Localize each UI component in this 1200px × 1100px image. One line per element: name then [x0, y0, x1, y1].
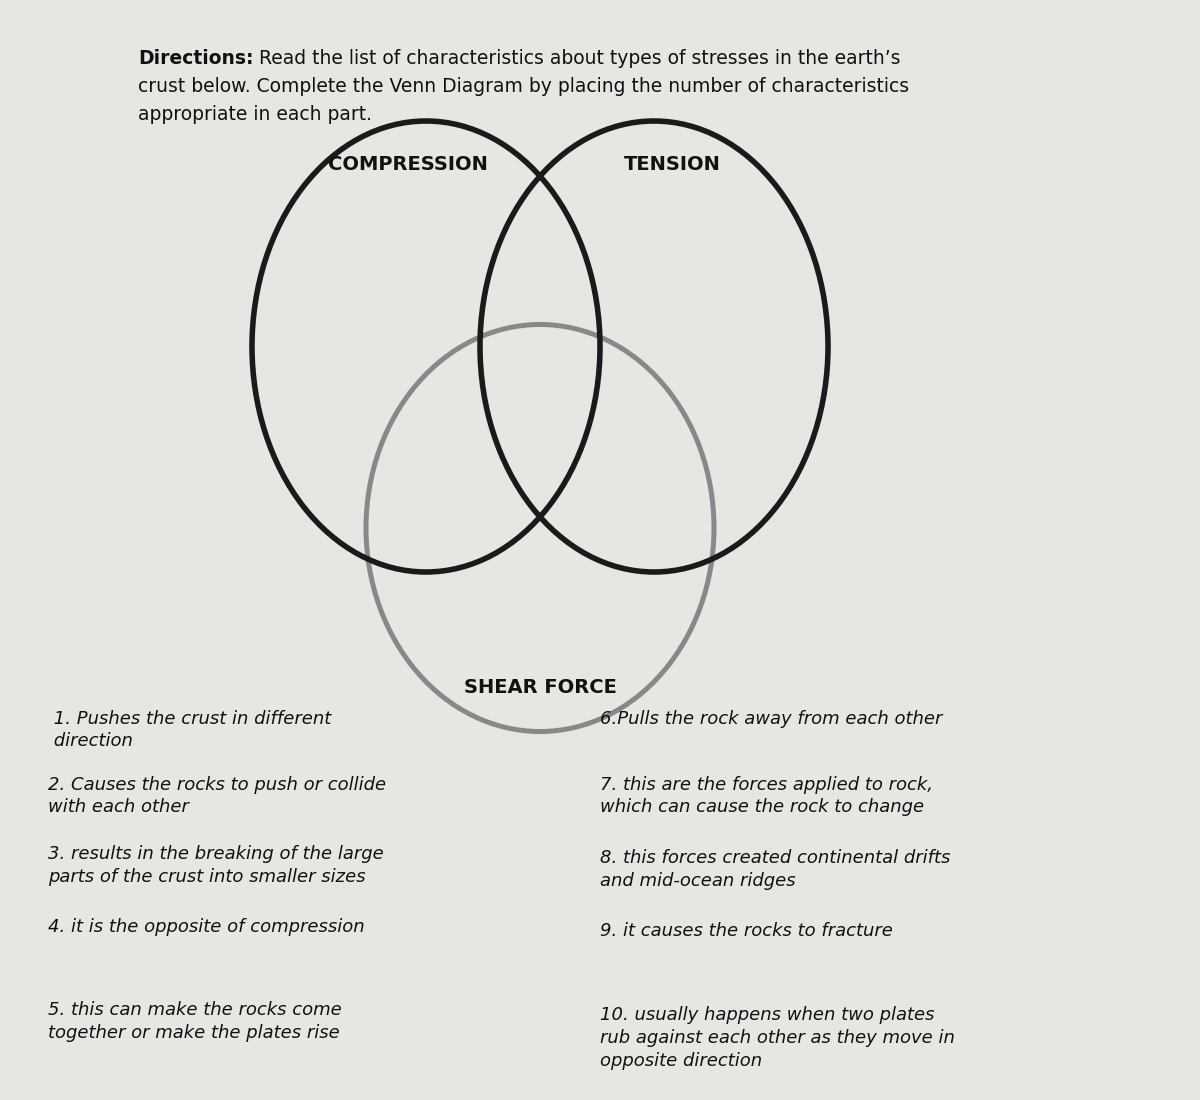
- Text: 1. Pushes the crust in different
 direction: 1. Pushes the crust in different directi…: [48, 710, 331, 750]
- Text: 9. it causes the rocks to fracture: 9. it causes the rocks to fracture: [600, 922, 893, 939]
- Text: appropriate in each part.: appropriate in each part.: [138, 104, 372, 123]
- Text: crust below. Complete the Venn Diagram by placing the number of characteristics: crust below. Complete the Venn Diagram b…: [138, 77, 910, 96]
- Text: 5. this can make the rocks come
together or make the plates rise: 5. this can make the rocks come together…: [48, 1001, 342, 1042]
- Text: 7. this are the forces applied to rock,
which can cause the rock to change: 7. this are the forces applied to rock, …: [600, 776, 934, 816]
- Text: 8. this forces created continental drifts
and mid-ocean ridges: 8. this forces created continental drift…: [600, 849, 950, 890]
- Text: Read the list of characteristics about types of stresses in the earth’s: Read the list of characteristics about t…: [253, 50, 901, 68]
- Text: 10. usually happens when two plates
rub against each other as they move in
oppos: 10. usually happens when two plates rub …: [600, 1006, 955, 1070]
- Text: TENSION: TENSION: [624, 155, 720, 175]
- Text: SHEAR FORCE: SHEAR FORCE: [463, 678, 617, 697]
- Text: 3. results in the breaking of the large
parts of the crust into smaller sizes: 3. results in the breaking of the large …: [48, 845, 384, 886]
- Text: 4. it is the opposite of compression: 4. it is the opposite of compression: [48, 918, 365, 936]
- Text: Directions:: Directions:: [138, 50, 253, 68]
- Text: COMPRESSION: COMPRESSION: [328, 155, 488, 175]
- Text: 6.Pulls the rock away from each other: 6.Pulls the rock away from each other: [600, 710, 942, 727]
- Text: 2. Causes the rocks to push or collide
with each other: 2. Causes the rocks to push or collide w…: [48, 776, 386, 816]
